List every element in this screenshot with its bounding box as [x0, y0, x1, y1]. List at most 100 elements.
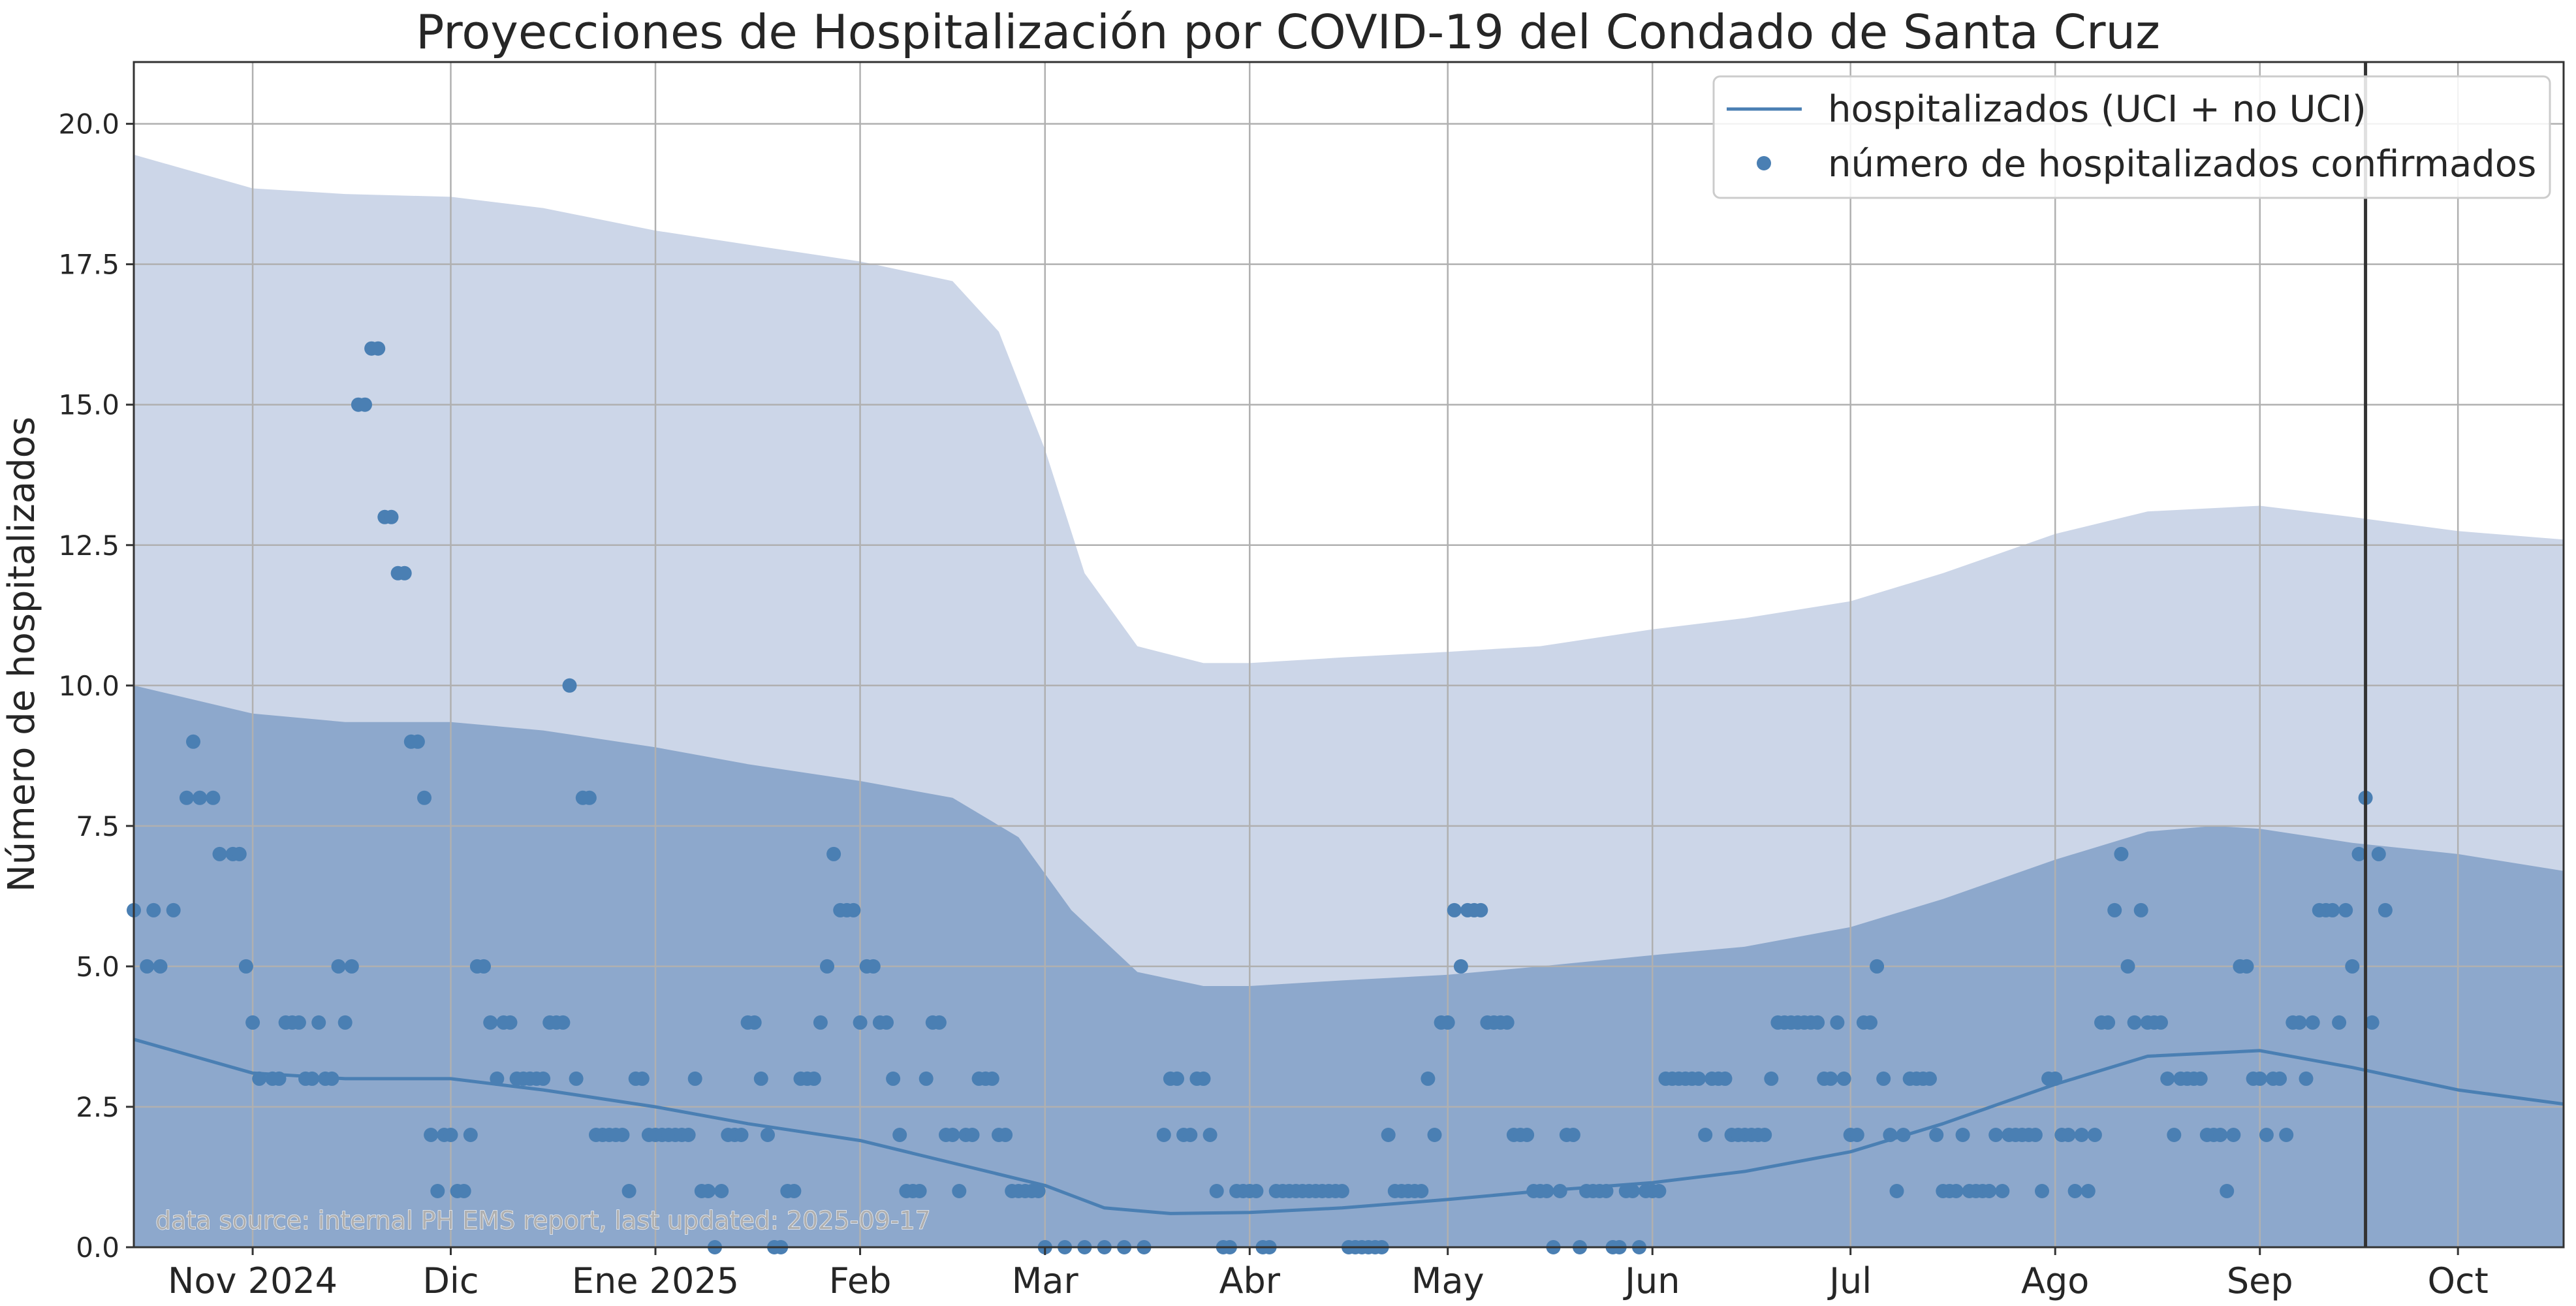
confirmed-point	[945, 1128, 960, 1142]
legend-label-line: hospitalizados (UCI + no UCI)	[1828, 88, 2366, 131]
confirmed-point	[2133, 902, 2148, 917]
confirmed-point	[1949, 1184, 1964, 1198]
confirmed-point	[1249, 1184, 1264, 1198]
confirmed-point	[1381, 1128, 1396, 1142]
confirmed-point	[2120, 959, 2135, 974]
confirmed-point	[1955, 1128, 1970, 1142]
confirmed-point	[2048, 1071, 2063, 1086]
confirmed-point	[700, 1184, 715, 1198]
confirmed-point	[2371, 846, 2386, 861]
confirmed-point	[734, 1128, 749, 1142]
x-tick-label: Dic	[422, 1260, 479, 1301]
confirmed-point	[417, 790, 432, 805]
confirmed-point	[2378, 902, 2393, 917]
confirmed-point	[1453, 959, 1468, 974]
x-axis-ticks: Nov 2024 Dic Ene 2025 Feb Mar Abr May Jun Jul Ago…	[168, 1247, 2489, 1301]
legend-box	[1712, 75, 2551, 199]
y-axis-label: Número de hospitalizados	[1, 417, 43, 892]
confirmed-point	[536, 1071, 551, 1086]
confirmed-point	[932, 1015, 947, 1030]
confirmed-point	[2061, 1128, 2076, 1142]
confirmed-point	[2028, 1128, 2043, 1142]
confirmed-point	[1447, 902, 1462, 917]
confirmed-point	[1196, 1071, 1211, 1086]
y-tick-label: 20.0	[58, 108, 119, 140]
confirmed-point	[1427, 1128, 1442, 1142]
confirmed-point	[687, 1071, 702, 1086]
confirmed-point	[1764, 1071, 1779, 1086]
confirmed-point	[2345, 959, 2360, 974]
confirmed-point	[1995, 1184, 2010, 1198]
confirmed-point	[2167, 1128, 2182, 1142]
confirmed-point	[1183, 1128, 1198, 1142]
confirmed-point	[1883, 1128, 1898, 1142]
confirmed-point	[1929, 1128, 1944, 1142]
confirmed-point	[2299, 1071, 2314, 1086]
confirmed-point	[2292, 1015, 2307, 1030]
y-tick-label: 15.0	[58, 389, 119, 421]
x-tick-label: Sep	[2227, 1260, 2293, 1301]
plot-frame	[133, 61, 2565, 1249]
confirmed-point	[2213, 1128, 2228, 1142]
x-tick-label: Feb	[829, 1260, 892, 1301]
confirmed-point	[305, 1071, 320, 1086]
confirmed-point	[2081, 1184, 2096, 1198]
confirmed-point	[1500, 1015, 1515, 1030]
confirmed-point	[232, 846, 247, 861]
confirmed-point	[1202, 1128, 1217, 1142]
confirmed-point	[424, 1128, 439, 1142]
confirmed-point	[1334, 1184, 1349, 1198]
confirmed-point	[186, 734, 200, 749]
confirmed-point	[984, 1071, 999, 1086]
x-tick-label: Ago	[2021, 1260, 2089, 1301]
confirmed-point	[477, 959, 491, 974]
x-tick-label: Jun	[1623, 1260, 1680, 1301]
confirmed-point	[1870, 959, 1885, 974]
confirmed-point	[2107, 902, 2122, 917]
confirmed-point	[443, 1128, 458, 1142]
y-tick-label: 17.5	[58, 249, 119, 281]
confirmed-point	[140, 959, 155, 974]
confirmed-point	[853, 1015, 868, 1030]
confirmed-point	[2074, 1128, 2089, 1142]
confirmed-point	[1652, 1184, 1667, 1198]
confirmed-point	[2259, 1128, 2274, 1142]
confirmed-point	[1599, 1184, 1614, 1198]
confirmed-point	[1896, 1128, 1911, 1142]
confirmed-point	[1823, 1071, 1838, 1086]
confirmed-point	[806, 1071, 821, 1086]
confirmed-point	[1810, 1015, 1825, 1030]
x-tick-label: May	[1411, 1260, 1484, 1301]
confirmed-point	[886, 1071, 901, 1086]
confirmed-point	[2193, 1071, 2208, 1086]
confirmed-point	[747, 1015, 762, 1030]
confirmed-point	[2127, 1015, 2142, 1030]
confirmed-point	[1836, 1071, 1851, 1086]
y-tick-label: 2.5	[76, 1091, 119, 1123]
confirmed-point	[146, 902, 161, 917]
confirmed-point	[1209, 1184, 1224, 1198]
confirmed-point	[2305, 1015, 2320, 1030]
confirmed-point	[1414, 1184, 1429, 1198]
confirmed-point	[2114, 846, 2129, 861]
confirmed-point	[503, 1015, 518, 1030]
confirmed-point	[344, 959, 359, 974]
confirmed-point	[2087, 1128, 2102, 1142]
confirmed-point	[2272, 1071, 2287, 1086]
confirmed-point	[866, 959, 881, 974]
confirmed-point	[1863, 1015, 1877, 1030]
confirmed-point	[384, 509, 399, 524]
confirmed-point	[1440, 1015, 1455, 1030]
confirmed-point	[635, 1071, 650, 1086]
confirmed-point	[463, 1128, 478, 1142]
confirmed-point	[1520, 1128, 1535, 1142]
data-source-annotation: data source: internal PH EMS report, las…	[155, 1206, 931, 1235]
confirmed-point	[562, 678, 577, 693]
projection-line-layer	[133, 1038, 2564, 1215]
confirmed-point	[615, 1128, 630, 1142]
confirmed-point	[490, 1071, 505, 1086]
confirmed-point	[358, 397, 372, 412]
confirmed-point	[272, 1071, 287, 1086]
confirmed-point	[2160, 1071, 2175, 1086]
